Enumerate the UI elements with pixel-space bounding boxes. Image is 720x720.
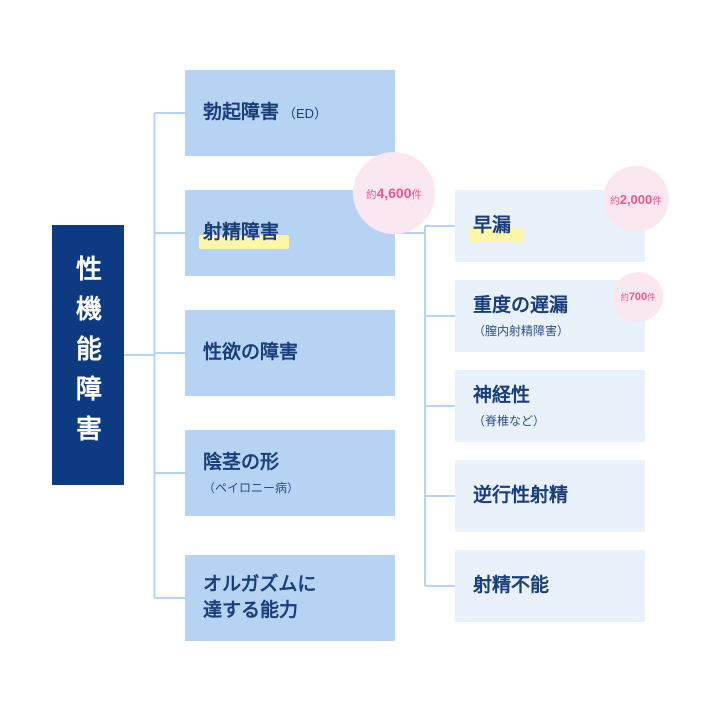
count-badge: 約4,600件 [353, 152, 435, 234]
leaf-node-4: 射精不能 [455, 550, 645, 622]
root-node: 性機能障害 [52, 225, 124, 485]
mid-node-0: 勃起障害（ED） [185, 70, 395, 156]
leaf-node-title: 早漏 [473, 213, 627, 239]
leaf-node-title: 射精不能 [473, 573, 627, 599]
leaf-node-3: 逆行性射精 [455, 460, 645, 532]
mid-node-title: 陰茎の形 [203, 450, 377, 476]
mid-node-2: 性欲の障害 [185, 310, 395, 396]
mid-node-4: オルガズムに達する能力 [185, 555, 395, 641]
mid-node-title: 性欲の障害 [203, 340, 377, 366]
mid-node-title: オルガズムに達する能力 [203, 572, 377, 623]
mid-node-sub: （ペイロニー病） [203, 479, 377, 496]
leaf-node-2: 神経性 （脊椎など） [455, 370, 645, 442]
mid-node-sub-inline: （ED） [283, 106, 327, 121]
mid-node-title: 射精障害 [203, 220, 377, 246]
leaf-node-title: 神経性 [473, 383, 627, 409]
count-badge-text: 約700件 [621, 291, 656, 303]
leaf-node-sub: （膣内射精障害） [473, 322, 627, 339]
count-badge-text: 約4,600件 [366, 185, 422, 202]
count-badge: 約700件 [613, 272, 663, 322]
count-badge: 約2,000件 [603, 166, 669, 232]
count-badge-text: 約2,000件 [610, 192, 662, 207]
leaf-node-title: 重度の遅漏 [473, 293, 627, 319]
leaf-node-title: 逆行性射精 [473, 483, 627, 509]
leaf-node-sub: （脊椎など） [473, 412, 627, 429]
mid-node-title: 勃起障害（ED） [203, 100, 377, 126]
root-label: 性機能障害 [70, 255, 107, 455]
mid-node-3: 陰茎の形 （ペイロニー病） [185, 430, 395, 516]
